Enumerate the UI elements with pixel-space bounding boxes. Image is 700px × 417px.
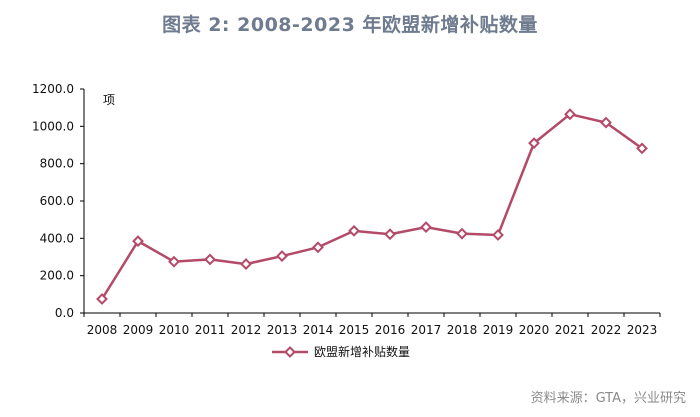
y-tick-label: 400.0 xyxy=(40,231,74,245)
y-unit-label: 项 xyxy=(103,93,115,107)
x-tick-label: 2014 xyxy=(303,323,334,337)
x-tick-label: 2013 xyxy=(267,323,298,337)
x-tick-label: 2018 xyxy=(447,323,478,337)
data-point-marker xyxy=(348,224,360,237)
data-point-marker xyxy=(636,142,648,155)
source-note: 资料来源：GTA，兴业研究 xyxy=(530,391,686,406)
x-tick-label: 2021 xyxy=(555,323,586,337)
data-point-marker xyxy=(600,116,612,129)
data-point-marker xyxy=(240,258,252,271)
x-tick-label: 2017 xyxy=(411,323,442,337)
data-point-marker xyxy=(168,255,180,268)
x-tick-label: 2008 xyxy=(87,323,118,337)
x-tick-label: 2012 xyxy=(231,323,262,337)
data-point-marker xyxy=(276,250,288,262)
x-tick-label: 2009 xyxy=(123,323,154,337)
data-point-marker xyxy=(420,221,432,234)
y-tick-labels: 0.0 200.0 400.0 600.0 800.0 1000.0 1200.0 xyxy=(32,82,74,320)
y-tick-label: 0.0 xyxy=(55,306,74,320)
y-tick-label: 1200.0 xyxy=(32,82,74,96)
chart-title: 图表 2: 2008-2023 年欧盟新增补贴数量 xyxy=(162,14,538,36)
legend-label: 欧盟新增补贴数量 xyxy=(314,344,410,359)
y-tick-label: 800.0 xyxy=(40,157,74,171)
data-point-marker xyxy=(96,293,108,305)
y-tick-label: 600.0 xyxy=(40,194,74,208)
x-tick-label: 2020 xyxy=(519,323,550,337)
x-tick-label: 2016 xyxy=(375,323,406,337)
data-point-marker xyxy=(456,227,468,240)
data-point-marker xyxy=(492,229,504,241)
x-tick-label: 2022 xyxy=(591,323,622,337)
x-tick-label: 2023 xyxy=(627,323,658,337)
y-tick-label: 200.0 xyxy=(40,269,74,283)
chart-axes xyxy=(80,88,661,317)
data-point-marker xyxy=(564,108,576,121)
legend: 欧盟新增补贴数量 xyxy=(272,344,410,359)
data-point-marker xyxy=(132,235,144,248)
x-tick-label: 2019 xyxy=(483,323,514,337)
x-tick-label: 2010 xyxy=(159,323,190,337)
series-line xyxy=(100,112,643,300)
data-point-marker xyxy=(204,253,216,266)
y-tick-label: 1000.0 xyxy=(32,119,74,133)
data-point-marker xyxy=(312,241,324,254)
series-group xyxy=(96,108,648,305)
legend-marker xyxy=(284,346,296,358)
x-tick-label: 2011 xyxy=(195,323,226,337)
data-point-marker xyxy=(528,137,540,150)
x-tick-labels: 2008 2009 2010 2011 2012 2013 2014 2015 2016 2017… xyxy=(87,323,658,337)
data-point-marker xyxy=(384,228,396,241)
x-tick-label: 2015 xyxy=(339,323,370,337)
